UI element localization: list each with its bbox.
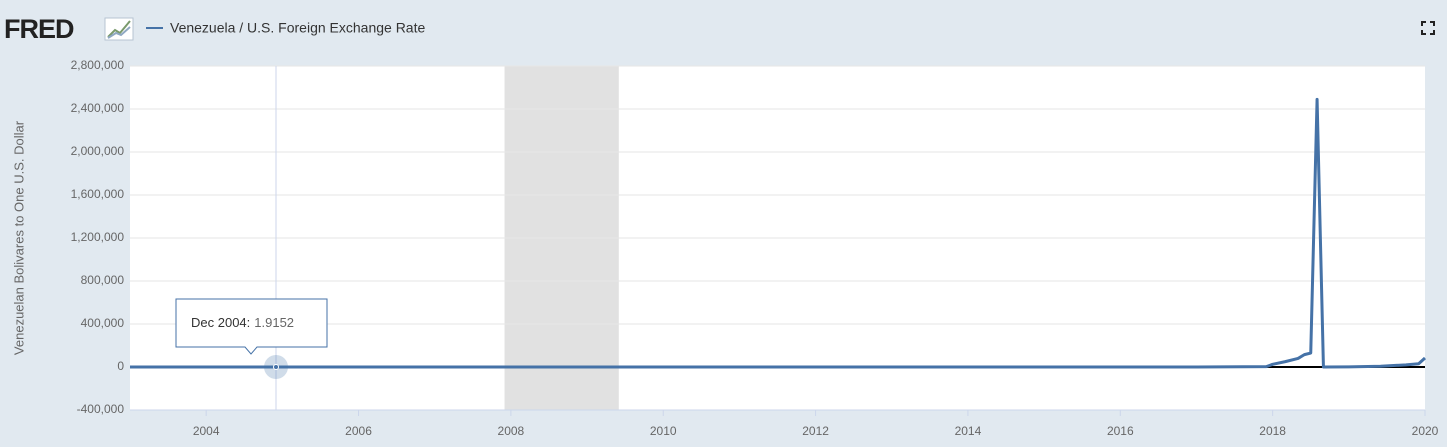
x-tick-label: 2008 (498, 424, 525, 438)
y-tick-label: 1,200,000 (71, 230, 125, 244)
y-tick-label: 2,400,000 (71, 101, 125, 115)
y-tick-label: 1,600,000 (71, 187, 125, 201)
tooltip-text: Dec 2004: 1.9152 (191, 315, 294, 330)
y-tick-label: 2,000,000 (71, 144, 125, 158)
logo: FRED (4, 14, 74, 44)
x-tick-label: 2018 (1259, 424, 1286, 438)
y-tick-label: 0 (117, 359, 124, 373)
y-axis-label: Venezuelan Bolivares to One U.S. Dollar (11, 120, 26, 355)
series-line (130, 97, 1427, 369)
x-tick-label: 2012 (802, 424, 829, 438)
x-tick-label: 2010 (650, 424, 677, 438)
tooltip-value: 1.9152 (254, 315, 294, 330)
x-tick-label: 2004 (193, 424, 220, 438)
plot-layer: -400,000 0 400,000 800,000 1,200,000 1,600,00… (71, 58, 1439, 438)
x-tick-label: 2020 (1412, 424, 1439, 438)
y-tick-label: 400,000 (81, 316, 125, 330)
legend-label[interactable]: Venezuela / U.S. Foreign Exchange Rate (170, 20, 425, 36)
y-tick-label: 2,800,000 (71, 58, 125, 72)
y-tick-label: 800,000 (81, 273, 125, 287)
x-tick-label: 2006 (345, 424, 372, 438)
x-tick-label: 2016 (1107, 424, 1134, 438)
tooltip-date: Dec 2004: (191, 315, 250, 330)
logo-icon (104, 17, 134, 41)
hover-point (273, 363, 280, 370)
tooltip-box (175, 298, 328, 355)
y-tick-label: -400,000 (77, 402, 125, 416)
x-tick-label: 2014 (955, 424, 982, 438)
fullscreen-button[interactable] (1421, 21, 1435, 35)
